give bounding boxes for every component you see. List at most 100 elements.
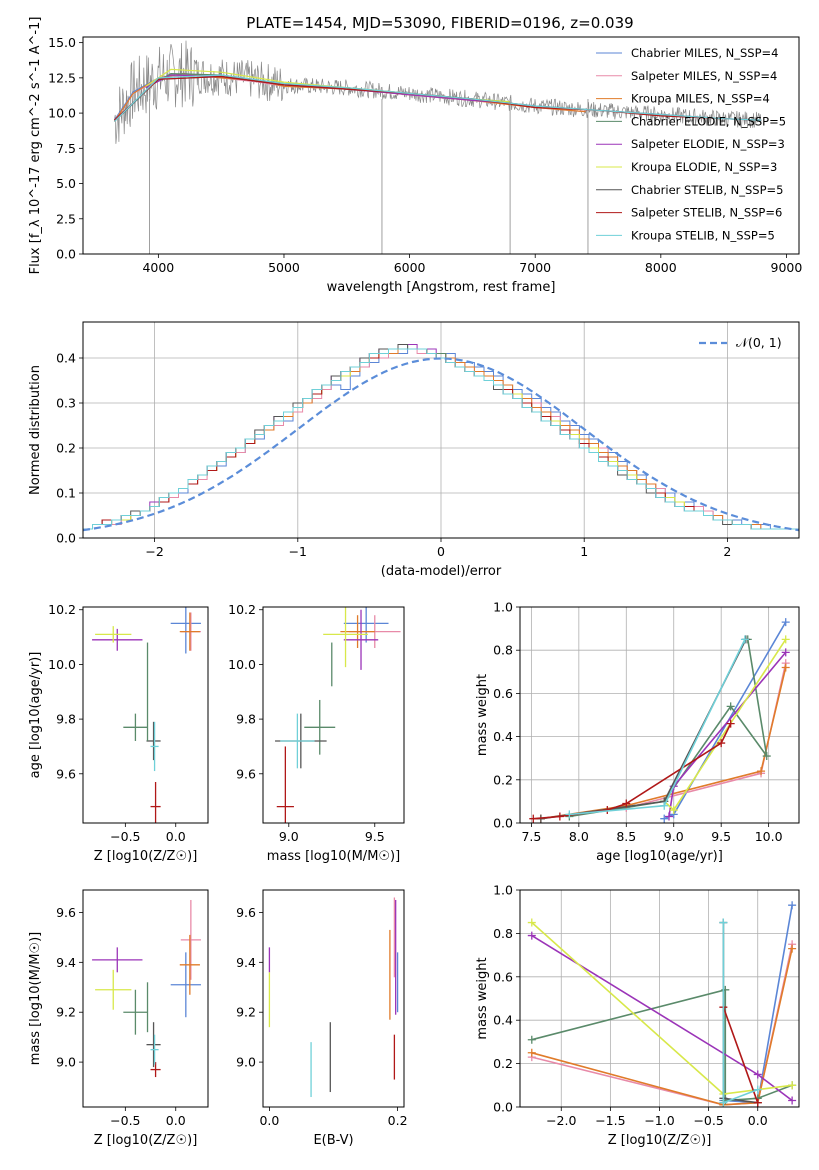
errorbar-point (179, 934, 200, 995)
panel-massweight_vs_Z: −2.0 −1.5 −1.0 −0.5 0.0 0.0 0.2 0.4 0.6 0.8 1.0 Z [… (475, 883, 800, 1148)
weight-marker (664, 812, 673, 821)
legend-label: Kroupa MILES, N_SSP=4 (631, 92, 770, 106)
weight-line (722, 1006, 759, 1103)
errorbar-point (170, 607, 201, 654)
x-tick-label: 8.5 (616, 829, 636, 844)
weight-marker (660, 814, 669, 823)
y-tick-label: 0.3 (56, 396, 76, 411)
legend-label: Salpeter MILES, N_SSP=4 (631, 69, 777, 83)
panel-spectrum: 4000 5000 6000 7000 8000 9000 0.0 2.5 5.0 7.5 10.0… (28, 17, 802, 295)
y-tick-label: 0.4 (493, 729, 513, 744)
weight-marker (726, 719, 735, 728)
plot-area (275, 607, 401, 823)
y-tick-label: 9.2 (236, 1005, 256, 1020)
legend: Chabrier MILES, N_SSP=4 Salpeter MILES, N… (596, 46, 786, 242)
plot-area (83, 322, 799, 538)
y-tick-label: 0.6 (493, 969, 513, 984)
panel-residuals: −2 −1 0 1 2 0.0 0.1 0.2 0.3 0.4 (data-model)/error… (28, 321, 800, 579)
weight-line (531, 944, 793, 1106)
x-tick-label: 9000 (771, 260, 803, 275)
weight-marker (529, 814, 538, 823)
errorbar-point (95, 626, 132, 643)
model-line (113, 74, 762, 122)
errorbar-point (304, 699, 336, 755)
y-tick-label: 9.6 (236, 905, 256, 920)
y-tick-label: 10.2 (228, 602, 256, 617)
y-tick-label: 9.8 (56, 712, 76, 727)
x-tick-label: 2 (723, 544, 731, 559)
x-tick-label: 8000 (645, 260, 677, 275)
errorbar-point (95, 969, 132, 1010)
weight-line (531, 988, 793, 1102)
x-tick-label: 10.0 (755, 829, 783, 844)
legend-label: Kroupa STELIB, N_SSP=5 (631, 228, 775, 242)
y-tick-label: 0.8 (493, 643, 513, 658)
x-tick-label: 9.5 (365, 829, 385, 844)
weight-marker (740, 635, 749, 644)
y-tick-label: 9.0 (236, 1055, 256, 1070)
axes-frame (82, 606, 209, 824)
weight-marker (527, 1048, 536, 1057)
y-tick-label: 10.0 (48, 106, 76, 121)
x-tick-label: 0.0 (166, 829, 186, 844)
figure-title: PLATE=1454, MJD=53090, FIBERID=0196, z=0… (246, 14, 633, 32)
errorbar-point (150, 1034, 159, 1065)
weight-marker (781, 663, 790, 672)
weight-marker (719, 1098, 728, 1107)
x-tick-label: −2.0 (546, 1113, 576, 1128)
weight-marker (753, 1085, 762, 1094)
weight-marker (753, 1070, 762, 1079)
y-tick-label: 9.6 (56, 766, 76, 781)
x-tick-label: −0.5 (693, 1113, 723, 1128)
y-tick-label: 0.4 (493, 1013, 513, 1028)
y-tick-label: 9.6 (236, 766, 256, 781)
weight-line (533, 723, 732, 820)
axes-frame (82, 889, 209, 1108)
x-tick-label: 8.0 (569, 829, 589, 844)
panel-mass_vs_EBV: 0.0 0.2 9.0 9.2 9.4 9.6 E(B-V) (236, 889, 408, 1148)
normal-curve (83, 357, 799, 532)
x-tick-label: −1.5 (595, 1113, 625, 1128)
y-tick-label: 0.2 (56, 441, 76, 456)
x-axis-label: Z [log10(Z/Z☉)] (94, 1133, 198, 1148)
y-tick-label: 0.0 (493, 816, 513, 831)
panel-massweight_vs_age: 7.5 8.0 8.5 9.0 9.5 10.0 0.0 0.2 0.4 0.6 0.8 1.0 age… (475, 600, 800, 864)
x-tick-label: 7000 (519, 260, 551, 275)
weight-marker (781, 648, 790, 657)
errorbar-point (280, 713, 315, 769)
x-axis-label: E(B-V) (313, 1133, 353, 1148)
weight-marker (717, 739, 726, 748)
x-tick-label: 1 (580, 544, 588, 559)
weight-marker (788, 901, 797, 910)
y-axis-label: mass weight (475, 674, 490, 756)
legend-label: Chabrier ELODIE, N_SSP=5 (631, 114, 786, 128)
weight-line (531, 948, 793, 1106)
errorbar-point (150, 1062, 161, 1078)
y-tick-label: 0.0 (56, 247, 76, 262)
weight-marker (762, 752, 771, 761)
axes-frame (82, 36, 800, 255)
y-tick-label: 0.1 (56, 486, 76, 501)
y-tick-label: 9.4 (56, 955, 76, 970)
x-tick-label: −1.0 (644, 1113, 674, 1128)
x-axis-label: Z [log10(Z/Z☉)] (94, 849, 198, 864)
x-tick-label: −0.5 (110, 1113, 140, 1128)
errorbar-point (123, 989, 148, 1035)
x-tick-label: 6000 (394, 260, 426, 275)
weight-marker (565, 810, 574, 819)
legend-label: 𝒩(0, 1) (736, 335, 782, 350)
y-tick-label: 9.4 (236, 955, 256, 970)
weight-marker (719, 918, 728, 927)
weight-line (540, 667, 787, 820)
y-tick-label: 10.2 (48, 602, 76, 617)
y-tick-label: 0.8 (493, 926, 513, 941)
errorbar-point (276, 746, 294, 823)
weight-marker (660, 801, 669, 810)
x-tick-label: 5000 (268, 260, 300, 275)
weight-marker (527, 918, 536, 927)
axes-frame (519, 889, 800, 1108)
x-tick-label: 0.0 (259, 1113, 279, 1128)
y-tick-label: 10.0 (48, 657, 76, 672)
errorbar-point (123, 713, 148, 741)
